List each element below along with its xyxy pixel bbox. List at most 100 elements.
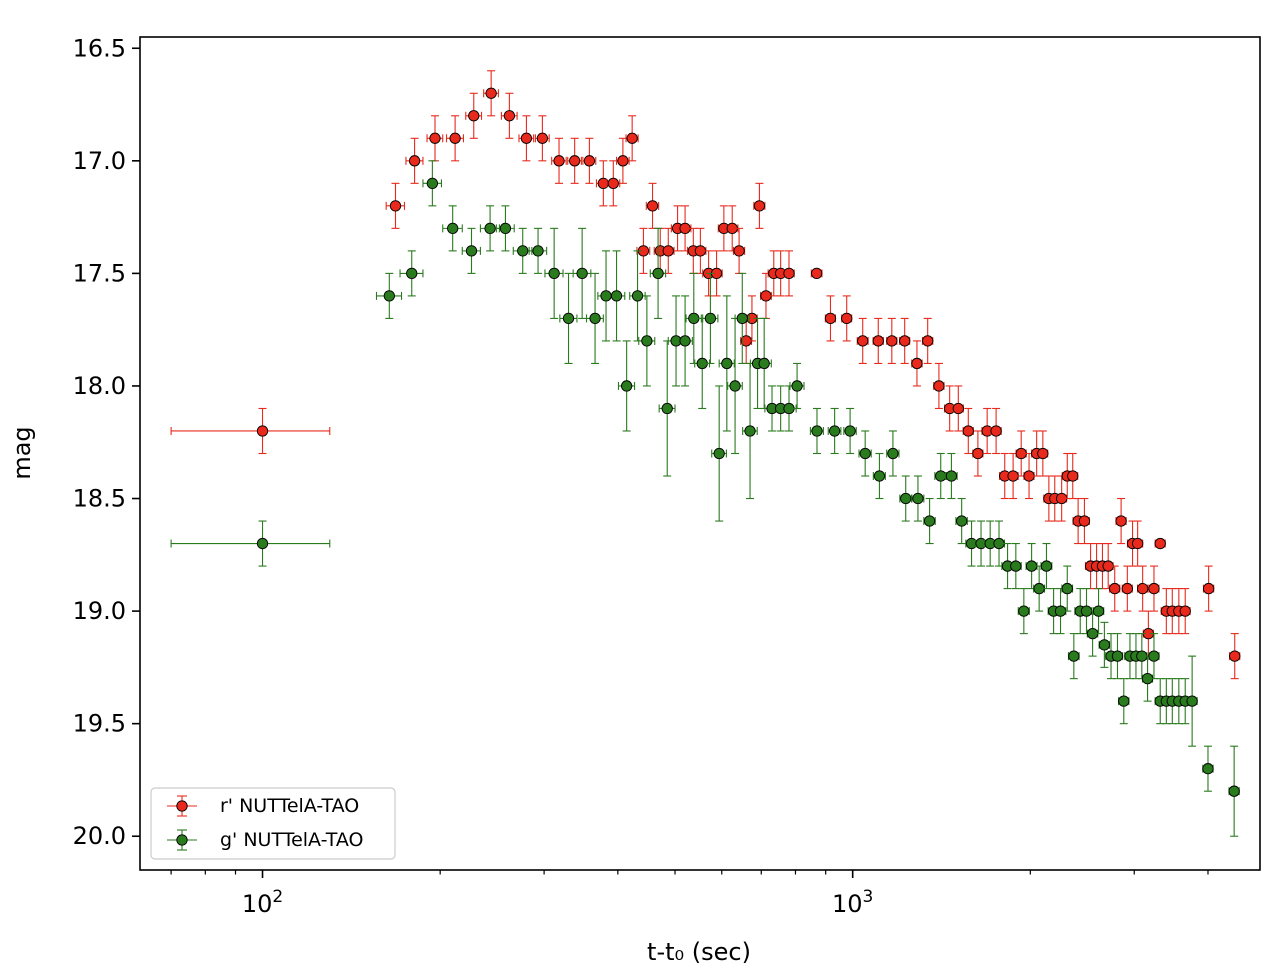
data-point <box>887 447 899 460</box>
legend-marker-g <box>167 829 197 851</box>
data-point <box>1068 650 1080 662</box>
data-point <box>791 380 803 392</box>
data-point <box>1067 470 1079 482</box>
data-point <box>945 470 958 482</box>
data-point <box>993 537 1005 550</box>
data-point <box>553 155 565 167</box>
legend-box <box>150 787 396 860</box>
data-point <box>583 155 596 167</box>
data-point <box>1228 785 1240 797</box>
plot-frame <box>139 36 1261 871</box>
legend: r' NUTTelA-TAO g' NUTTelA-TAO <box>150 787 396 860</box>
data-point <box>679 335 691 347</box>
data-point <box>713 447 725 460</box>
data-point <box>662 245 674 257</box>
x-tick-label: 102 <box>242 887 283 918</box>
data-point <box>1148 582 1160 595</box>
legend-label-r: r' NUTTelA-TAO <box>220 795 359 817</box>
data-point <box>811 425 823 437</box>
data-point <box>1018 605 1030 617</box>
series-r <box>170 70 1241 680</box>
data-point <box>828 425 841 437</box>
data-point <box>721 357 733 370</box>
data-point <box>912 492 924 505</box>
data-point <box>503 110 516 122</box>
data-point <box>620 380 633 392</box>
data-point <box>922 335 934 347</box>
data-point <box>990 425 1002 437</box>
data-point <box>744 425 756 437</box>
data-point <box>1040 560 1053 572</box>
legend-point <box>176 834 188 846</box>
data-point <box>753 200 766 212</box>
data-point <box>956 515 968 527</box>
data-point <box>517 245 529 257</box>
y-tick-label: 19.0 <box>73 597 126 625</box>
data-point <box>406 267 418 280</box>
data-point <box>1202 582 1215 595</box>
data-point <box>1121 582 1133 595</box>
data-point <box>1098 639 1111 651</box>
data-point <box>962 425 974 437</box>
data-point <box>758 357 770 370</box>
data-point <box>1015 447 1027 460</box>
data-point <box>873 470 886 482</box>
x-axis-label: t-t₀ (sec) <box>647 938 751 963</box>
data-point <box>449 132 461 144</box>
legend-marker-r <box>167 795 197 817</box>
data-point <box>569 155 581 167</box>
data-point <box>465 245 478 257</box>
y-tick-label: 19.5 <box>73 710 126 738</box>
y-tick-label: 20.0 <box>73 822 126 850</box>
data-point <box>661 402 673 415</box>
data-point <box>520 132 533 144</box>
y-tick-label: 18.5 <box>73 485 126 513</box>
data-point <box>485 87 497 99</box>
data-point <box>589 312 601 325</box>
data-point <box>696 357 708 370</box>
series-layer <box>170 70 1241 837</box>
data-point <box>935 470 947 482</box>
data-point <box>1229 650 1241 662</box>
error-bar <box>170 407 331 455</box>
data-point <box>859 447 871 460</box>
data-point <box>626 132 638 144</box>
error-bar <box>495 205 515 252</box>
data-point <box>256 537 269 550</box>
data-point <box>256 425 269 437</box>
data-point <box>704 312 717 325</box>
data-point <box>1154 537 1166 550</box>
data-point <box>783 267 795 280</box>
y-axis-label: mag <box>8 426 36 479</box>
data-point <box>548 267 560 280</box>
data-point <box>562 312 575 325</box>
data-point <box>447 222 459 235</box>
y-tick-label: 17.5 <box>73 259 126 287</box>
data-point <box>1007 470 1019 482</box>
data-point <box>1061 582 1073 595</box>
data-point <box>617 155 629 167</box>
data-point <box>652 267 664 280</box>
data-point <box>1037 447 1049 460</box>
data-point <box>900 492 912 505</box>
data-point <box>899 335 911 347</box>
data-point <box>1137 582 1149 595</box>
data-point <box>389 200 402 212</box>
data-point <box>911 357 923 370</box>
data-point <box>1118 695 1130 707</box>
data-point <box>1148 650 1160 662</box>
data-point <box>857 335 869 347</box>
data-point <box>383 290 395 302</box>
data-point <box>426 177 439 189</box>
y-axis: 16.5 17.0 17.5 18.0 18.5 19.0 19.5 20.0 <box>73 34 140 850</box>
data-point <box>886 335 898 347</box>
data-point <box>694 245 707 257</box>
y-tick-label: 16.5 <box>73 34 126 62</box>
data-point <box>631 290 644 302</box>
data-point <box>499 222 512 235</box>
data-point <box>536 132 549 144</box>
data-point <box>607 177 619 189</box>
data-point <box>1111 650 1124 662</box>
data-point <box>1202 763 1214 775</box>
